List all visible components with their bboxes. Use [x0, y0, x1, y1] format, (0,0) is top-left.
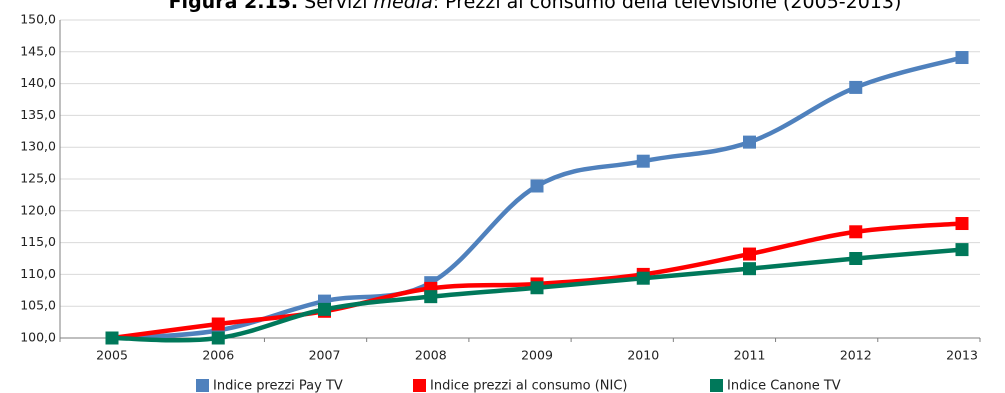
- y-tick-label: 125,0: [20, 171, 56, 186]
- y-tick-label: 115,0: [20, 234, 56, 249]
- data-point-marker: [743, 135, 756, 149]
- legend-item-0: Indice prezzi Pay TV: [196, 379, 343, 393]
- x-axis-ticks: 2005 2006 2007 2008 2009 2010 2011 2012 2013: [96, 348, 978, 363]
- data-point-marker: [743, 262, 756, 276]
- data-point-marker: [849, 80, 863, 94]
- data-point-marker: [743, 247, 756, 261]
- data-point-marker: [955, 51, 969, 65]
- y-tick-label: 110,0: [20, 266, 56, 281]
- y-tick-label: 150,0: [20, 12, 56, 27]
- series-group: [105, 51, 969, 345]
- chart-title: Figura 2.15. Servizi media: Prezzi al co…: [169, 0, 902, 13]
- x-tick-label: 2007: [309, 348, 341, 363]
- legend-swatch: [413, 379, 426, 392]
- y-axis-ticks: 100,0 105,0 110,0 115,0 120,0 125,0 130,0 135,0…: [20, 12, 56, 345]
- data-point-marker: [211, 331, 225, 345]
- y-tick-label: 140,0: [20, 75, 56, 90]
- x-tick-label: 2005: [96, 348, 128, 363]
- x-tick-label: 2010: [627, 348, 659, 363]
- legend-swatch: [710, 379, 723, 392]
- data-point-marker: [530, 281, 544, 295]
- data-point-marker: [636, 154, 650, 168]
- legend-item-1: Indice prezzi al consumo (NIC): [413, 379, 628, 393]
- y-tick-label: 130,0: [20, 139, 56, 154]
- x-tick-label: 2012: [840, 348, 872, 363]
- x-tick-label: 2013: [946, 348, 978, 363]
- y-tick-label: 100,0: [20, 330, 56, 345]
- y-tick-label: 135,0: [20, 107, 56, 122]
- legend-label: Indice prezzi al consumo (NIC): [430, 379, 628, 393]
- y-tick-label: 120,0: [20, 202, 56, 217]
- data-point-marker: [211, 317, 225, 331]
- grid-lines: [60, 19, 980, 307]
- data-point-marker: [318, 302, 331, 316]
- data-point-marker: [955, 217, 969, 231]
- series-0: [105, 51, 969, 345]
- y-tick-label: 145,0: [20, 43, 56, 58]
- series-line: [111, 55, 963, 341]
- x-tick-label: 2006: [202, 348, 234, 363]
- data-point-marker: [849, 225, 863, 239]
- axes: [59, 20, 981, 342]
- data-point-marker: [424, 290, 438, 304]
- x-tick-label: 2011: [734, 348, 766, 363]
- x-tick-label: 2008: [415, 348, 447, 363]
- legend-swatch: [196, 379, 209, 392]
- data-point-marker: [955, 243, 969, 257]
- legend: Indice prezzi Pay TV Indice prezzi al con…: [196, 379, 841, 393]
- legend-label: Indice prezzi Pay TV: [213, 379, 343, 393]
- y-tick-label: 105,0: [20, 298, 56, 313]
- data-point-marker: [105, 331, 119, 345]
- x-tick-label: 2009: [521, 348, 553, 363]
- data-point-marker: [636, 271, 650, 285]
- legend-item-2: Indice Canone TV: [710, 379, 841, 393]
- series-2: [105, 243, 969, 345]
- legend-label: Indice Canone TV: [727, 379, 841, 393]
- data-point-marker: [530, 179, 544, 193]
- data-point-marker: [849, 252, 863, 265]
